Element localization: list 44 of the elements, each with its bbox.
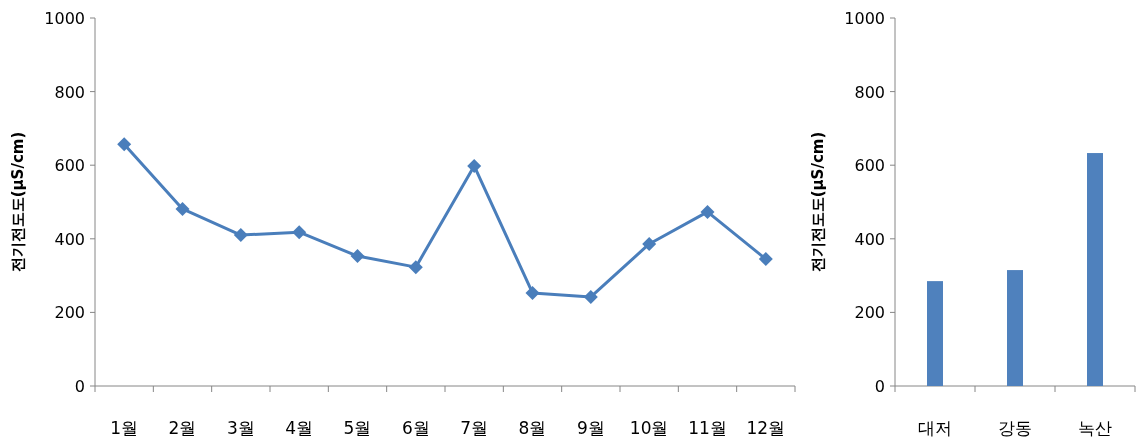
x-tick-label: 강동 [998,418,1032,438]
point [467,158,482,173]
bar [927,281,943,386]
point [758,252,773,267]
x-tick-label: 3월 [226,418,255,438]
point [233,228,248,243]
bar [1007,270,1023,386]
y-tick-label: 800 [54,82,85,102]
y-tick-label: 1000 [844,9,885,28]
point [583,289,598,304]
y-axis-title: 전기전도도(μS/cm) [9,131,27,273]
y-tick-label: 200 [854,303,885,323]
point [175,201,190,216]
x-tick-label: 대저 [918,418,952,438]
point [642,236,657,251]
point [350,249,365,264]
point [292,225,307,240]
y-tick-label: 400 [54,229,85,249]
x-tick-label: 7월 [460,418,489,438]
y-tick-label: 0 [74,377,85,396]
x-tick-label: 녹산 [1078,418,1112,438]
x-tick-label: 1월 [110,418,139,438]
point [525,285,540,300]
bar [1087,153,1103,386]
y-tick-label: 600 [54,156,85,176]
y-tick-label: 800 [854,82,885,102]
x-tick-label: 11월 [688,418,727,438]
x-tick-label: 5월 [343,418,372,438]
y-axis-title: 전기전도도(μS/cm) [809,131,827,273]
x-tick-label: 10월 [629,418,669,438]
x-tick-label: 4월 [285,418,314,438]
x-tick-label: 8월 [518,418,547,438]
y-tick-label: 1000 [44,9,85,28]
point [408,260,423,275]
x-tick-label: 9월 [576,418,605,438]
point [700,204,715,219]
point [117,137,132,152]
y-tick-label: 600 [854,156,885,176]
x-tick-label: 2월 [168,418,197,438]
y-tick-label: 0 [874,377,885,396]
x-tick-label: 12월 [746,418,786,438]
x-tick-label: 6월 [401,418,430,438]
y-tick-label: 200 [54,303,85,323]
y-tick-label: 400 [854,229,885,249]
